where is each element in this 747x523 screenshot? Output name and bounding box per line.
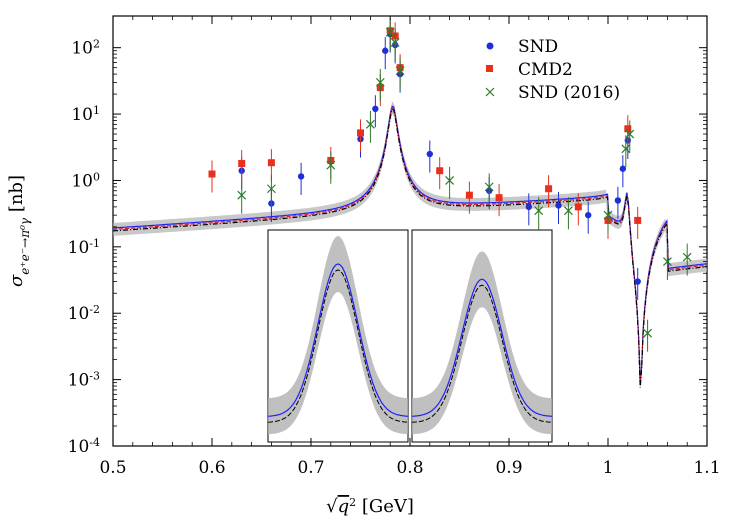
point-x-3 (365, 119, 375, 129)
data-points (208, 17, 692, 352)
x-axis-label: √q2 [GeV] (326, 496, 414, 518)
point-square-0 (208, 170, 216, 178)
legend-entry-snd: SND (486, 37, 558, 57)
point-square-9 (436, 167, 444, 175)
inset-left-content-curve-blue (267, 263, 409, 417)
axis-ticks: 0.5 0.6 0.7 0.8 0.9 1 1.1 10-4 10-3 10-2 10-1 100 10… (68, 16, 721, 478)
point-square-12 (545, 185, 553, 193)
point-x-9 (484, 182, 494, 192)
point-square-1 (238, 160, 246, 168)
point-x-7 (395, 66, 405, 76)
point-x-10 (534, 206, 544, 216)
y-tick-label-1: 10-3 (68, 369, 100, 391)
y-tick-label-3: 10-1 (68, 236, 100, 258)
inset-right-content-curve-blue (411, 278, 553, 417)
point-circle-12 (555, 202, 562, 209)
inset-left-content (267, 235, 409, 435)
point-x-0 (237, 190, 247, 200)
point-x-11 (563, 206, 573, 216)
point-x-4 (375, 77, 385, 87)
point-x-14 (625, 129, 635, 139)
point-x-6 (390, 37, 400, 47)
inset-left-content-curve-black (267, 269, 409, 423)
point-circle-11 (525, 203, 532, 211)
point-x-8 (445, 176, 455, 185)
point-square-11 (495, 194, 503, 202)
y-tick-label-6: 102 (71, 37, 100, 59)
point-x-13 (621, 144, 631, 154)
plot-frame (112, 15, 708, 447)
point-circle-17 (634, 278, 641, 285)
point-x-12 (603, 210, 613, 220)
legend-label-cmd2: CMD2 (518, 60, 573, 80)
legend-entry-cmd2: CMD2 (486, 60, 573, 80)
point-square-15 (624, 125, 632, 133)
x-tick-label-6: 1.1 (693, 458, 720, 478)
x-tick-label-1: 0.6 (198, 458, 225, 478)
y-tick-label-4: 100 (71, 170, 100, 192)
point-square-10 (465, 191, 473, 199)
inset-right-content-curve-black (411, 284, 553, 423)
point-x-15 (643, 328, 653, 338)
point-square-16 (634, 216, 642, 224)
point-square-4 (357, 129, 364, 137)
inset-right-content (411, 251, 553, 435)
inset-omega-zoom (267, 229, 409, 443)
x-tick-label-5: 1 (603, 458, 614, 478)
point-circle-13 (585, 211, 592, 219)
point-x-5 (385, 27, 395, 37)
inset-phi-zoom (411, 229, 553, 443)
point-circle-14 (614, 197, 622, 204)
point-square-13 (574, 203, 582, 211)
point-circle-9 (426, 150, 433, 158)
legend-marker-snd (486, 42, 494, 50)
point-circle-15 (619, 165, 627, 172)
point-x-17 (682, 252, 692, 262)
y-tick-label-5: 101 (71, 104, 100, 126)
y-axis-label: σe⁺e⁻→π⁰γ [nb] (6, 175, 32, 287)
legend-label-snd: SND (518, 37, 558, 57)
x-tick-label-0: 0.5 (99, 458, 126, 478)
point-square-2 (267, 159, 275, 167)
x-tick-label-2: 0.7 (297, 458, 324, 478)
curve-black (112, 108, 708, 388)
legend-entry-snd2016: SND (2016) (485, 83, 620, 103)
x-tick-label-3: 0.8 (396, 458, 423, 478)
legend-marker-cmd2 (486, 65, 493, 72)
point-x-1 (266, 184, 276, 194)
point-x-16 (662, 257, 672, 266)
legend: SND CMD2 SND (2016) (485, 37, 620, 103)
point-x-2 (326, 160, 336, 170)
y-tick-label-2: 10-2 (68, 303, 100, 325)
y-tick-label-0: 10-4 (68, 436, 100, 458)
x-tick-label-4: 0.9 (495, 458, 522, 478)
legend-marker-snd2016 (485, 87, 495, 97)
point-circle-2 (297, 173, 305, 180)
point-circle-5 (382, 47, 389, 54)
point-circle-4 (372, 105, 379, 113)
inset-right-content-band (412, 251, 552, 435)
legend-label-snd2016: SND (2016) (518, 83, 620, 103)
